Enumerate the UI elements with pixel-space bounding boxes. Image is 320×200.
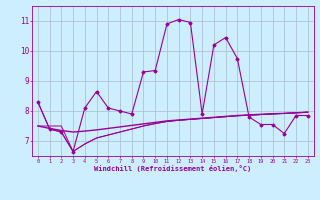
X-axis label: Windchill (Refroidissement éolien,°C): Windchill (Refroidissement éolien,°C) [94, 165, 252, 172]
